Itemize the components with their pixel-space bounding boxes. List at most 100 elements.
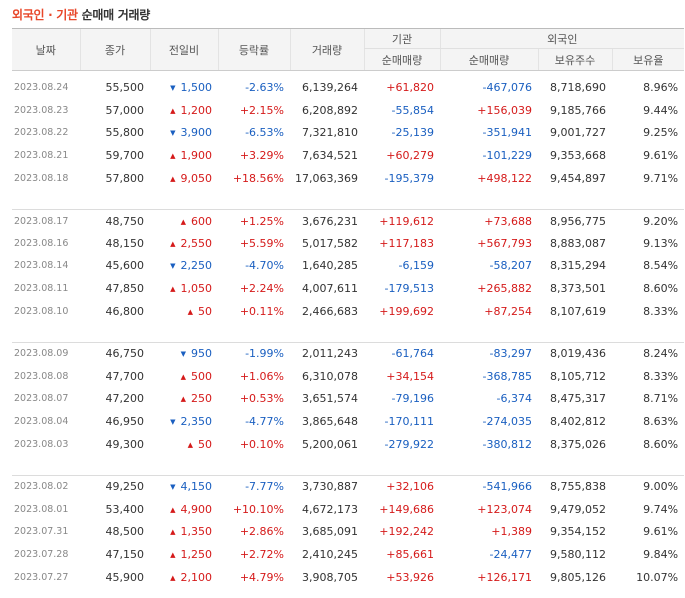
- table-row: 2023.08.24 55,500 ▼ 1,500 -2.63% 6,139,264 +61…: [12, 77, 684, 100]
- foreign-net-cell: -368,785: [482, 369, 532, 383]
- change-cell: ▲ 1,200: [150, 99, 218, 122]
- foreign-ratio-cell: 8.71%: [643, 392, 679, 406]
- close-cell: 49,300: [105, 437, 145, 451]
- foreign-ratio-cell: 9.00%: [643, 480, 679, 494]
- rate-cell: +1.06%: [239, 369, 284, 383]
- foreign-net-cell: +498,122: [477, 171, 532, 185]
- foreign-net-cell: -83,297: [489, 347, 532, 361]
- foreign-holdings-cell: 9,454,897: [550, 171, 606, 185]
- volume-cell: 1,640,285: [302, 259, 358, 273]
- volume-cell: 3,685,091: [302, 525, 358, 539]
- table-row: 2023.08.22 55,800 ▼ 3,900 -6.53% 7,321,810 -25…: [12, 122, 684, 145]
- rate-cell: -7.77%: [245, 480, 284, 494]
- date-cell: 2023.08.17: [14, 215, 69, 227]
- institution-net-cell: +60,279: [386, 149, 434, 163]
- table-row: 2023.08.01 53,400 ▲ 4,900 +10.10% 4,672,173 +1…: [12, 498, 684, 521]
- foreign-ratio-cell: 9.84%: [643, 547, 679, 561]
- close-cell: 48,750: [105, 214, 145, 228]
- change-value: 50: [198, 304, 212, 318]
- change-value: 50: [198, 437, 212, 451]
- header-institution-net: 순매매량: [363, 48, 440, 71]
- triangle-up-icon: ▲: [180, 395, 186, 404]
- institution-net-cell: -79,196: [391, 392, 434, 406]
- group-separator: [12, 455, 685, 476]
- foreign-holdings-cell: 8,373,501: [550, 282, 606, 296]
- volume-cell: 2,011,243: [302, 347, 358, 361]
- foreign-ratio-cell: 9.44%: [643, 103, 679, 117]
- table-row: 2023.08.03 49,300 ▲ 50 +0.10% 5,200,061 -279,9…: [12, 433, 684, 456]
- institution-net-cell: -61,764: [391, 347, 434, 361]
- date-cell: 2023.08.09: [14, 348, 69, 360]
- change-cell: ▼ 3,900: [150, 122, 218, 145]
- volume-cell: 3,651,574: [302, 392, 358, 406]
- page-title: 외국인 · 기관 순매매 거래량: [12, 6, 150, 26]
- foreign-holdings-cell: 8,375,026: [550, 437, 606, 451]
- triangle-up-icon: ▲: [180, 372, 186, 381]
- header-date: 날짜: [12, 28, 80, 71]
- close-cell: 48,150: [105, 236, 145, 250]
- date-cell: 2023.08.04: [14, 416, 69, 428]
- rate-cell: +0.53%: [239, 392, 284, 406]
- separator-cell: [12, 455, 685, 476]
- date-cell: 2023.08.08: [14, 370, 69, 382]
- table-row: 2023.08.07 47,200 ▲ 250 +0.53% 3,651,574 -79,1…: [12, 388, 684, 411]
- table-row: 2023.07.31 48,500 ▲ 1,350 +2.86% 3,685,091 +19…: [12, 521, 684, 544]
- change-value: 2,250: [180, 259, 213, 273]
- date-cell: 2023.07.27: [14, 571, 69, 583]
- group-separator: [12, 322, 685, 343]
- rate-cell: -4.77%: [245, 415, 284, 429]
- volume-cell: 3,908,705: [302, 570, 358, 584]
- volume-cell: 2,410,245: [302, 547, 358, 561]
- change-cell: ▲ 50: [150, 300, 218, 323]
- volume-cell: 5,200,061: [302, 437, 358, 451]
- foreign-holdings-cell: 8,883,087: [550, 236, 606, 250]
- foreign-net-cell: +87,254: [484, 304, 532, 318]
- triangle-down-icon: ▼: [170, 129, 176, 138]
- rate-cell: -1.99%: [245, 347, 284, 361]
- foreign-net-cell: +73,688: [484, 214, 532, 228]
- triangle-down-icon: ▼: [180, 350, 186, 359]
- header-rate: 등락률: [217, 28, 290, 71]
- foreign-holdings-cell: 8,105,712: [550, 369, 606, 383]
- close-cell: 45,600: [105, 259, 145, 273]
- foreign-ratio-cell: 9.61%: [643, 525, 679, 539]
- foreign-ratio-cell: 8.60%: [643, 282, 679, 296]
- change-cell: ▲ 1,050: [150, 277, 218, 300]
- close-cell: 49,250: [105, 480, 145, 494]
- change-value: 600: [191, 214, 212, 228]
- date-cell: 2023.07.31: [14, 526, 69, 538]
- triangle-down-icon: ▼: [170, 483, 176, 492]
- date-cell: 2023.08.10: [14, 305, 69, 317]
- rate-cell: +4.79%: [239, 570, 284, 584]
- change-value: 1,250: [180, 547, 213, 561]
- foreign-ratio-cell: 8.96%: [643, 81, 679, 95]
- triangle-up-icon: ▲: [170, 285, 176, 294]
- close-cell: 53,400: [105, 502, 145, 516]
- foreign-ratio-cell: 9.25%: [643, 126, 679, 140]
- close-cell: 55,800: [105, 126, 145, 140]
- change-cell: ▼ 4,150: [150, 475, 218, 498]
- institution-net-cell: +34,154: [386, 369, 434, 383]
- rate-cell: +3.29%: [239, 149, 284, 163]
- change-value: 250: [191, 392, 212, 406]
- institution-net-cell: +149,686: [379, 502, 434, 516]
- foreign-net-cell: -467,076: [482, 81, 532, 95]
- institution-net-cell: +32,106: [386, 480, 434, 494]
- trading-table: 날짜 종가 전일비 등락률 거래량 기관 외국인 순매매량 순매매량 보유주수 …: [12, 28, 685, 588]
- institution-net-cell: +61,820: [386, 81, 434, 95]
- header-close: 종가: [79, 28, 150, 71]
- triangle-down-icon: ▼: [170, 418, 176, 427]
- institution-net-cell: +192,242: [379, 525, 434, 539]
- date-cell: 2023.08.21: [14, 150, 69, 162]
- date-cell: 2023.08.11: [14, 283, 69, 295]
- foreign-ratio-cell: 8.33%: [643, 369, 679, 383]
- change-value: 1,200: [180, 103, 213, 117]
- foreign-ratio-cell: 9.71%: [643, 171, 679, 185]
- institution-net-cell: -170,111: [384, 415, 434, 429]
- institution-net-cell: -6,159: [398, 259, 434, 273]
- change-value: 2,550: [180, 236, 213, 250]
- foreign-net-cell: -351,941: [482, 126, 532, 140]
- foreign-net-cell: +265,882: [477, 282, 532, 296]
- rate-cell: +2.72%: [239, 547, 284, 561]
- triangle-up-icon: ▲: [170, 573, 176, 582]
